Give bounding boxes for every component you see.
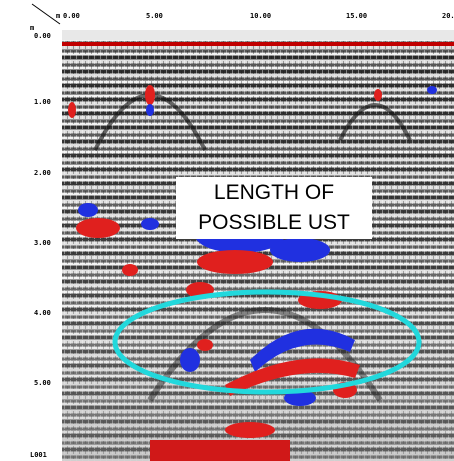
top-tick-label: 20.	[442, 12, 454, 20]
left-tick-label: 2.00	[34, 169, 51, 177]
profile-label: L001	[30, 451, 47, 459]
annotation-line: LENGTH OF	[214, 181, 334, 204]
left-tick-label: 5.00	[34, 379, 51, 387]
highlight-ellipse	[112, 289, 422, 395]
left-tick-label: 3.00	[34, 239, 51, 247]
top-tick-label: 0.00	[63, 12, 80, 20]
top-axis-unit: m	[56, 12, 60, 20]
left-tick-label: 1.00	[34, 98, 51, 106]
left-tick-label: 0.00	[34, 32, 51, 40]
annotation-box	[176, 177, 372, 239]
top-tick-label: 5.00	[146, 12, 163, 20]
axis-corner	[31, 3, 61, 25]
radargram	[62, 30, 454, 461]
annotation-line: POSSIBLE UST	[198, 211, 350, 234]
top-tick-label: 15.00	[346, 12, 367, 20]
left-tick-label: 4.00	[34, 309, 51, 317]
top-tick-label: 10.00	[250, 12, 271, 20]
left-axis-unit: m	[30, 24, 34, 32]
